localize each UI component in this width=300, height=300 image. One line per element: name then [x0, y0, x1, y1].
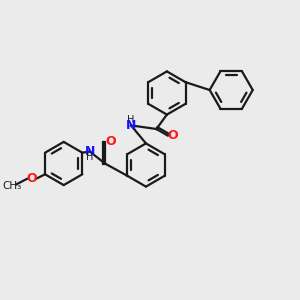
- Text: N: N: [85, 145, 95, 158]
- Text: H: H: [86, 152, 93, 163]
- Text: O: O: [168, 129, 178, 142]
- Text: O: O: [26, 172, 37, 185]
- Text: O: O: [105, 135, 116, 148]
- Text: CH₃: CH₃: [2, 181, 22, 191]
- Text: H: H: [127, 115, 135, 125]
- Text: N: N: [126, 119, 136, 132]
